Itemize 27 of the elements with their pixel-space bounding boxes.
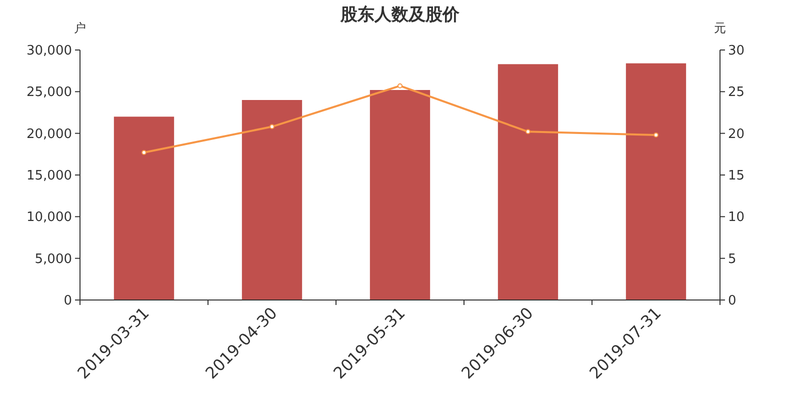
point bbox=[654, 132, 658, 138]
y-tick-label: 30,000 bbox=[26, 44, 72, 59]
bar bbox=[242, 100, 302, 300]
bar bbox=[626, 63, 686, 300]
y2-tick-label: 10 bbox=[728, 210, 745, 226]
point bbox=[526, 129, 530, 134]
point bbox=[142, 150, 146, 155]
bar bbox=[114, 116, 174, 300]
y-tick-label: 20,000 bbox=[26, 126, 72, 142]
chart-title: 股东人数及股价 bbox=[340, 5, 460, 25]
y2-tick-label: 0 bbox=[728, 294, 736, 309]
y2-tick-label: 30 bbox=[728, 44, 745, 59]
bar bbox=[370, 90, 430, 300]
y2-axis-title: 元 bbox=[714, 21, 726, 35]
y-tick-label: 10,000 bbox=[26, 210, 72, 226]
point bbox=[270, 124, 274, 130]
y2-tick-label: 20 bbox=[728, 126, 745, 142]
y-tick-label: 0 bbox=[64, 294, 72, 309]
y2-tick-label: 25 bbox=[728, 85, 745, 100]
y-axis-title: 户 bbox=[74, 21, 86, 35]
point bbox=[398, 83, 402, 88]
y2-tick-label: 5 bbox=[728, 252, 736, 267]
y-tick-label: 15,000 bbox=[26, 168, 72, 184]
y2-tick-label: 15 bbox=[728, 168, 745, 184]
y-tick-label: 25,000 bbox=[26, 85, 72, 100]
y-tick-label: 5,000 bbox=[34, 252, 72, 267]
bar bbox=[498, 64, 558, 300]
